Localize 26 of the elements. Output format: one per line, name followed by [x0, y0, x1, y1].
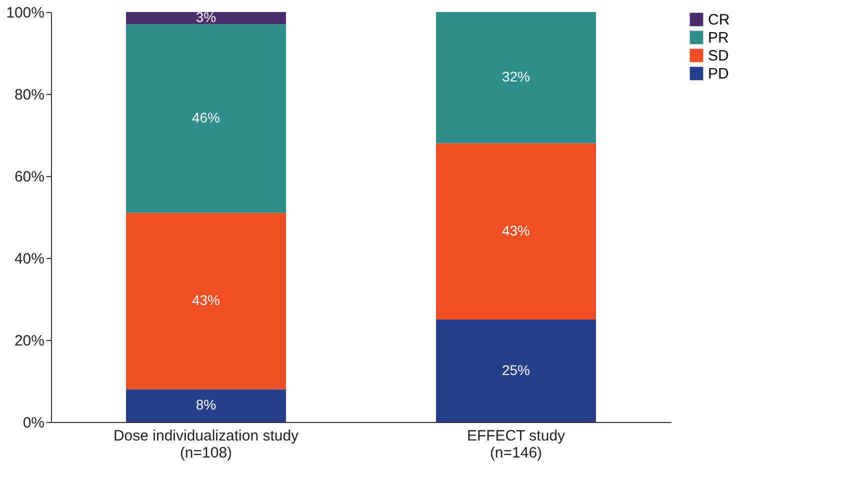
y-tick-label: 20%	[14, 332, 44, 350]
y-tick-label: 40%	[14, 250, 44, 268]
y-tick-label: 0%	[22, 414, 44, 432]
data-label: 43%	[502, 222, 530, 238]
data-label: 8%	[196, 396, 216, 413]
x-tick-label: Dose individualization study (n=108)	[113, 428, 300, 462]
y-tick-label: 80%	[14, 86, 44, 104]
data-label: 46%	[192, 110, 220, 126]
bar	[436, 12, 596, 144]
bar	[126, 24, 286, 213]
x-tick-label: EFFECT study (n=146)	[466, 428, 566, 462]
y-tick-label: 100%	[6, 4, 44, 22]
y-tick-label: 60%	[14, 168, 44, 186]
bar	[436, 320, 596, 422]
legend-label: SD	[708, 48, 730, 64]
data-label: 43%	[192, 292, 220, 308]
bar	[126, 12, 286, 24]
legend-label: PD	[708, 66, 730, 82]
data-label: 32%	[502, 68, 530, 85]
legend-label: PR	[708, 30, 730, 46]
bar	[126, 212, 286, 390]
data-label: 25%	[502, 362, 530, 378]
data-label: 3%	[196, 9, 216, 26]
bar	[126, 389, 286, 422]
legend-label: CR	[708, 12, 730, 28]
bar	[436, 143, 596, 320]
